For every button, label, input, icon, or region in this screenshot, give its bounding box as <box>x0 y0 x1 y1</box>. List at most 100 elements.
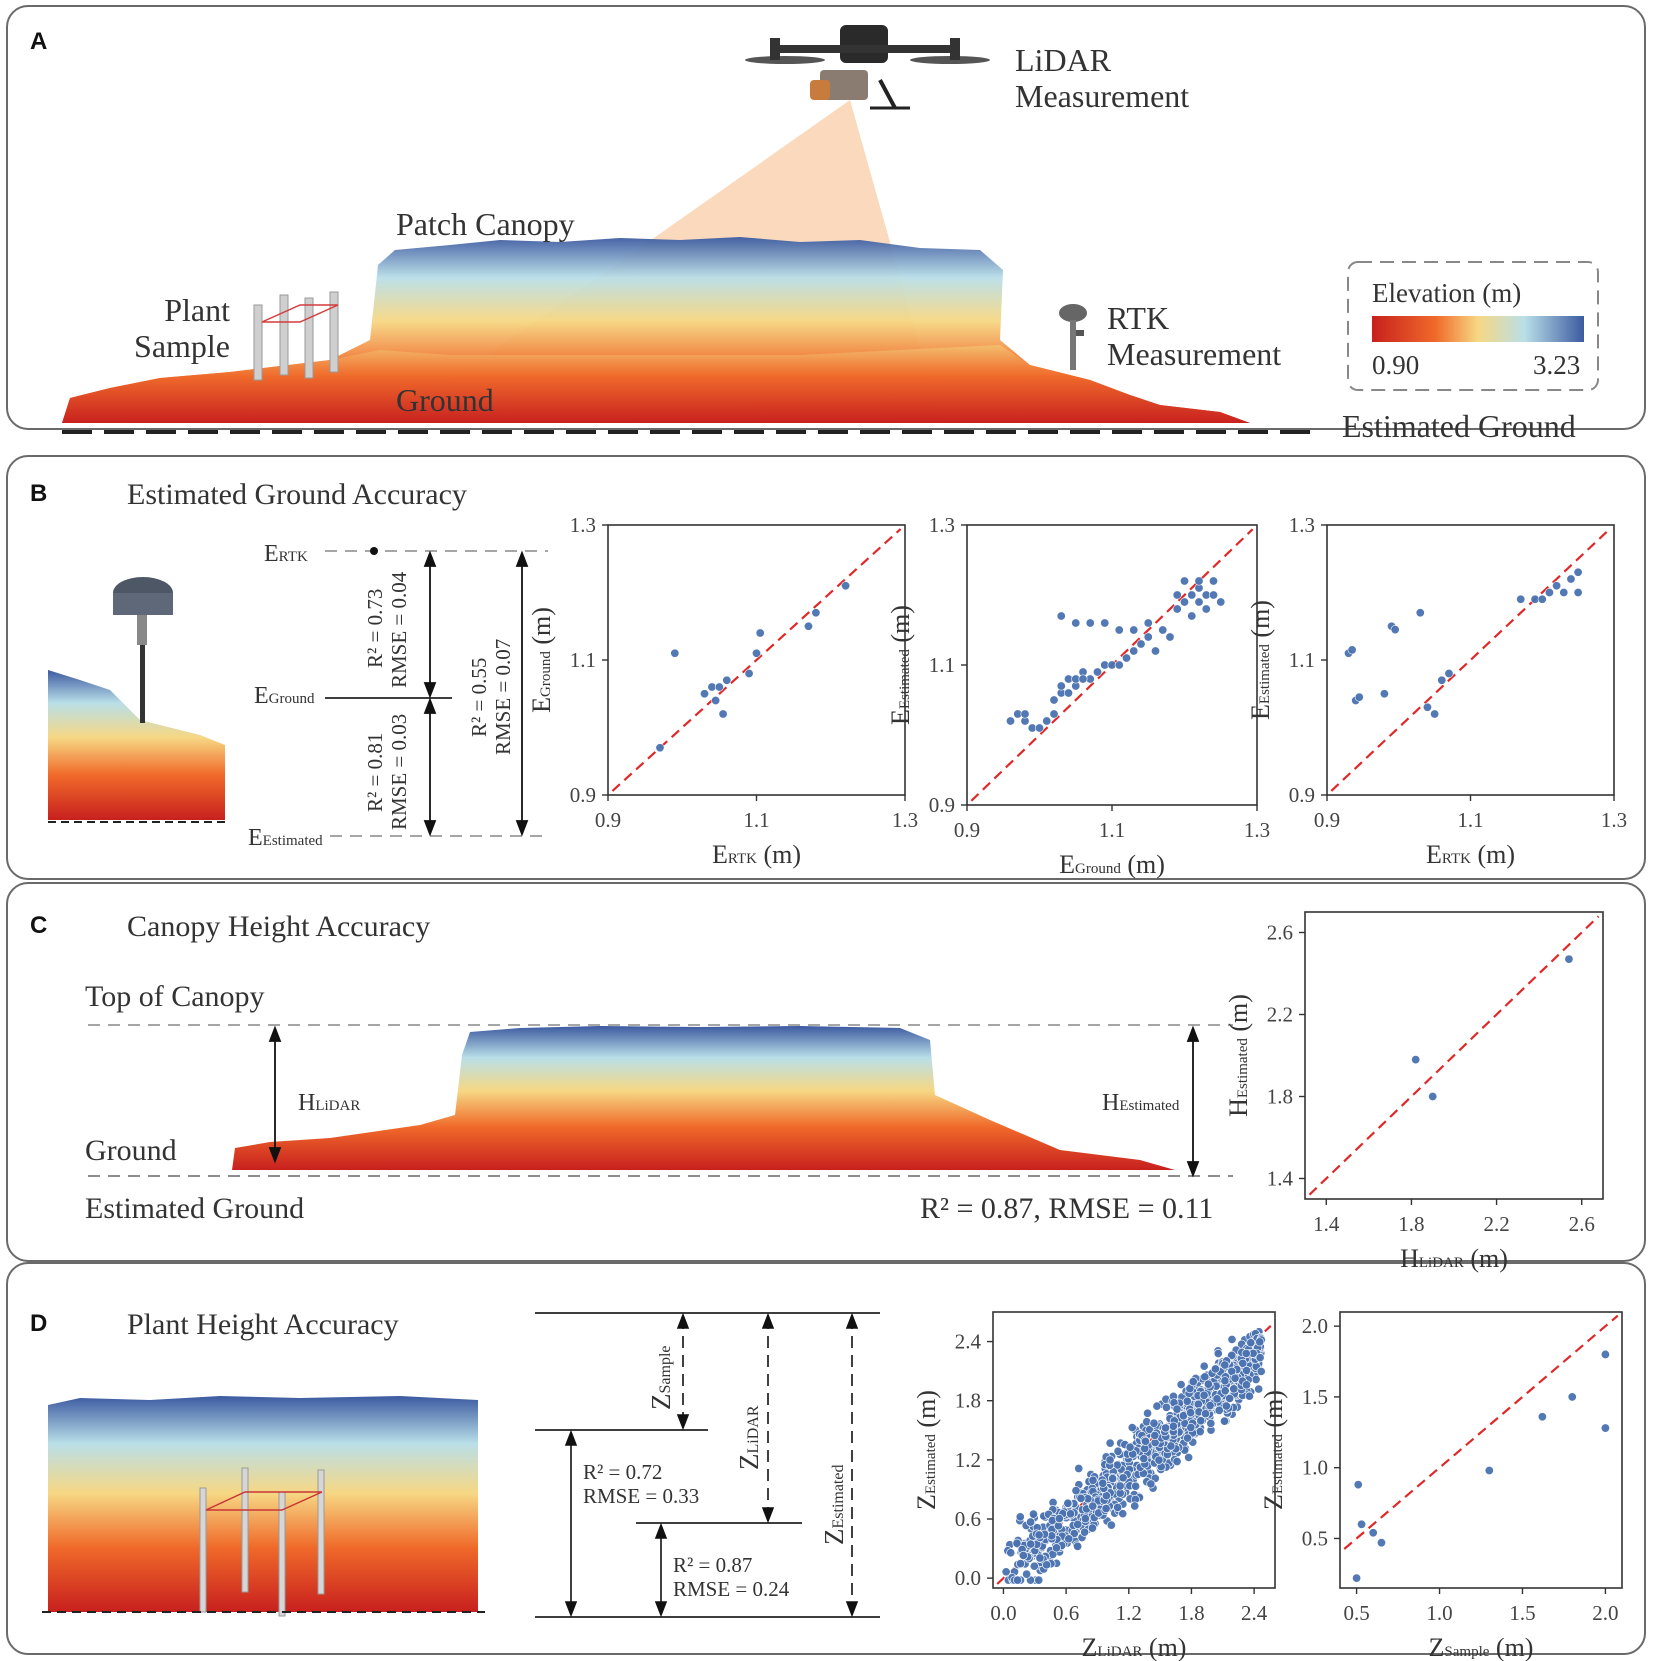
d1-data-point <box>1246 1338 1256 1348</box>
d1-data-point <box>1054 1514 1064 1524</box>
b1-data-point <box>714 682 724 692</box>
top-of-canopy-label: Top of Canopy <box>85 980 265 1013</box>
d1-data-point <box>1172 1456 1182 1467</box>
d1-x-axis-label: ZLiDAR (m) <box>1082 1633 1187 1661</box>
ground-label: Ground <box>396 382 494 418</box>
b3-data-point <box>1379 689 1389 699</box>
plant-sample-label: Plant Sample <box>134 292 230 364</box>
b2-data-point <box>1194 597 1204 607</box>
d1-data-point <box>1152 1401 1162 1411</box>
d1-data-point <box>1220 1360 1230 1370</box>
h-lidar-label: HLiDAR <box>298 1090 360 1116</box>
d1-data-point <box>1069 1529 1079 1539</box>
d2-data-point <box>1376 1538 1386 1548</box>
b2-data-point <box>1143 632 1153 642</box>
d1-y-axis-label: ZEstimated (m) <box>912 1390 941 1510</box>
b2-data-point <box>1020 709 1030 719</box>
b3-data-point <box>1559 587 1569 597</box>
b3-x-axis-label: ERTK (m) <box>1426 840 1515 869</box>
d2-xtick-label: 1.0 <box>1426 1601 1452 1625</box>
d1-data-point <box>1168 1421 1178 1431</box>
c1-ytick-label: 2.6 <box>1267 921 1293 945</box>
b2-data-point <box>1049 695 1059 705</box>
c1-xtick-label: 1.4 <box>1313 1212 1340 1236</box>
d1-data-point <box>1161 1402 1172 1412</box>
d1-data-point <box>1205 1401 1215 1411</box>
d-stat1-rmse: RMSE = 0.33 <box>583 1484 699 1508</box>
d1-data-point <box>1139 1454 1149 1464</box>
stat2-r2: R² = 0.81 <box>363 733 387 812</box>
d1-data-point <box>1012 1538 1022 1548</box>
d1-data-point <box>1101 1503 1111 1514</box>
d1-data-point <box>1255 1353 1265 1363</box>
b3-data-point <box>1422 702 1432 712</box>
d1-data-point <box>1186 1408 1196 1418</box>
d1-data-point <box>1051 1543 1062 1553</box>
d1-data-point <box>1256 1366 1266 1376</box>
panel-c-label: C <box>30 912 48 939</box>
d1-data-point <box>1244 1391 1254 1401</box>
b3-data-point <box>1390 625 1400 635</box>
d2-data-point <box>1537 1412 1547 1422</box>
b2-data-point <box>1187 611 1197 621</box>
d1-data-point <box>1098 1478 1108 1488</box>
b2-data-point <box>1100 618 1110 628</box>
b1-ytick-label: 1.1 <box>570 648 596 672</box>
b2-data-point <box>1035 723 1045 733</box>
d1-xtick-label: 2.4 <box>1241 1601 1268 1625</box>
patch-canopy-label: Patch Canopy <box>396 206 575 242</box>
b2-data-point <box>1172 590 1182 600</box>
d2-ytick-label: 2.0 <box>1302 1314 1328 1338</box>
estimated-ground-label: Estimated Ground <box>1342 408 1576 444</box>
b3-xtick-label: 1.3 <box>1601 808 1627 832</box>
panel-c-title: Canopy Height Accuracy <box>127 910 431 943</box>
d1-data-point <box>1210 1364 1220 1374</box>
b2-data-point <box>1180 597 1190 607</box>
d2-ytick-label: 1.0 <box>1302 1456 1328 1480</box>
b2-data-point <box>1129 625 1139 635</box>
b2-data-point <box>1158 625 1168 635</box>
b1-data-point <box>700 689 710 699</box>
legend-max: 3.23 <box>1533 350 1581 380</box>
b1-data-point <box>722 675 732 685</box>
b2-data-point <box>1209 590 1219 600</box>
d1-data-point <box>1073 1519 1083 1529</box>
legend-min: 0.90 <box>1372 350 1420 380</box>
canopy-cloud <box>232 1026 1175 1170</box>
b2-y-axis-label: EEstimated (m) <box>886 605 915 725</box>
d1-data-point <box>1130 1501 1140 1511</box>
d1-data-point <box>1088 1501 1098 1511</box>
b1-data-point <box>751 648 761 658</box>
stat3-r2: R² = 0.55 <box>467 658 491 737</box>
b2-xtick-label: 0.9 <box>954 818 980 842</box>
b2-data-point <box>1114 660 1124 670</box>
d1-data-point <box>1219 1416 1230 1426</box>
d1-data-point <box>1195 1427 1205 1437</box>
d1-data-point <box>1125 1442 1135 1452</box>
b2-x-axis-label: EGround (m) <box>1059 850 1165 879</box>
d1-data-point <box>1064 1534 1074 1544</box>
b3-data-point <box>1516 594 1526 604</box>
d1-data-point <box>1015 1512 1025 1522</box>
legend-title: Elevation (m) <box>1372 278 1522 308</box>
b1-data-point <box>655 743 665 753</box>
canopy-stats: R² = 0.87, RMSE = 0.11 <box>920 1192 1214 1225</box>
b2-data-point <box>1122 653 1132 663</box>
d1-xtick-label: 1.8 <box>1178 1601 1204 1625</box>
d1-data-point <box>1200 1409 1211 1419</box>
d1-data-point <box>1186 1422 1196 1433</box>
c1-data-point <box>1564 954 1574 964</box>
e-rtk-label: ERTK <box>264 541 308 567</box>
b3-data-point <box>1573 587 1583 597</box>
d1-data-point <box>1026 1539 1036 1549</box>
d1-data-point <box>1212 1394 1222 1404</box>
b2-data-point <box>1201 604 1211 614</box>
d1-data-point <box>1221 1401 1231 1411</box>
d1-data-point <box>1106 1520 1116 1530</box>
d1-data-point <box>1006 1548 1016 1558</box>
b2-data-point <box>1005 716 1015 726</box>
b2-data-point <box>1042 716 1052 726</box>
b3-data-point <box>1430 709 1440 719</box>
d1-data-point <box>1184 1452 1194 1462</box>
